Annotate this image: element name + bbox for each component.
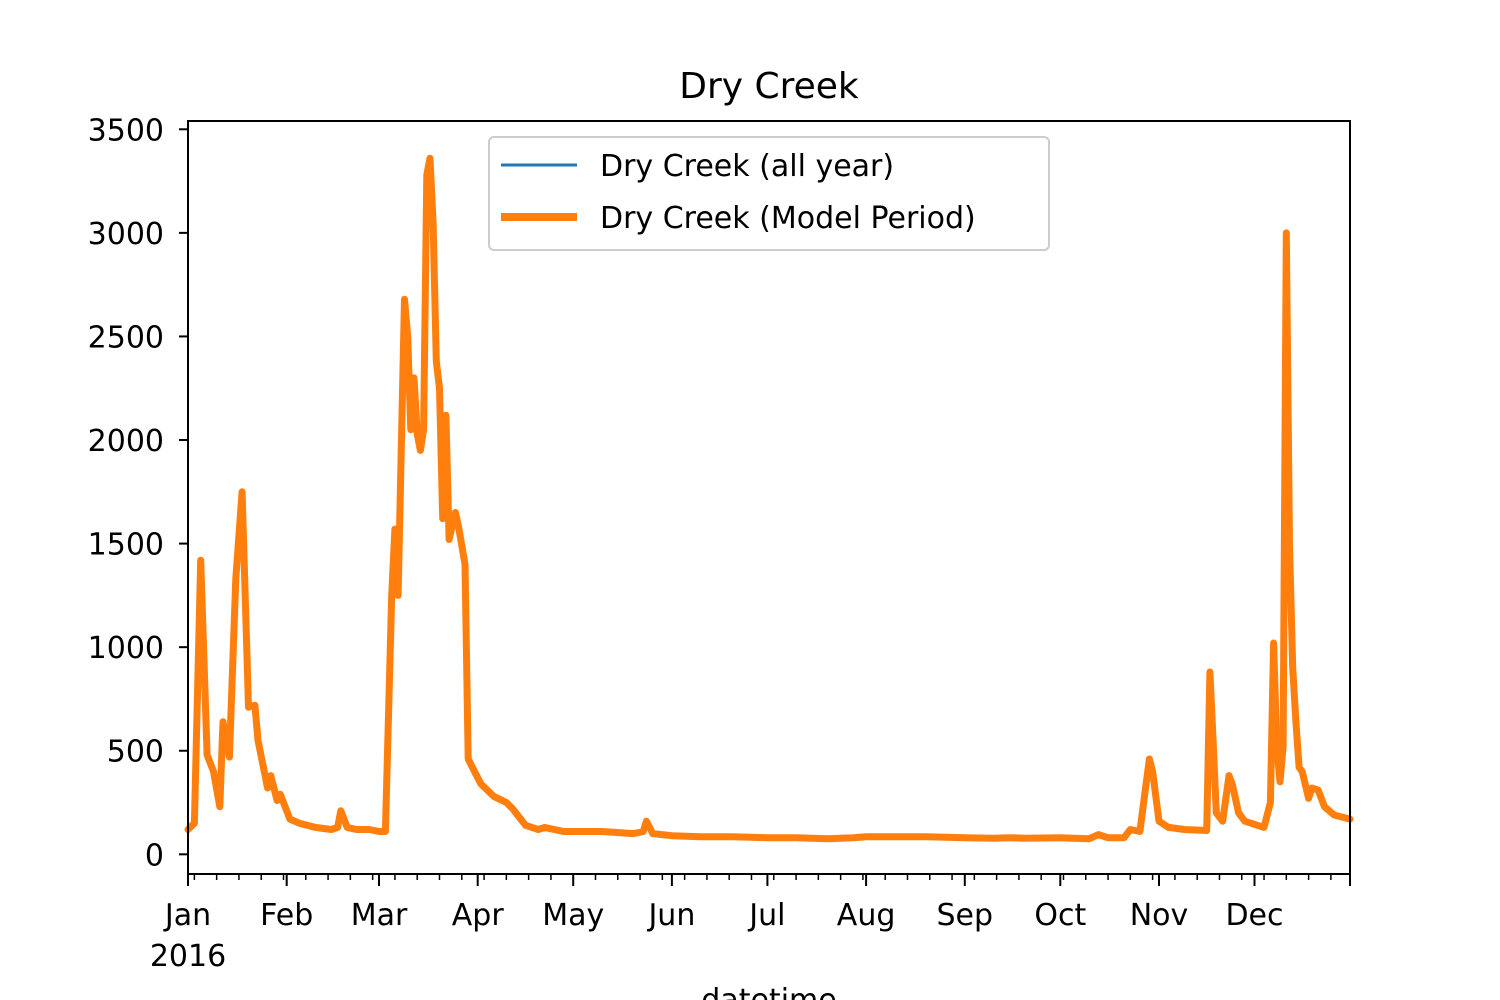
x-tick-label: Mar — [351, 898, 408, 933]
x-axis-label: datetime — [701, 983, 836, 1000]
x-tick-label: Dec — [1225, 898, 1283, 933]
legend-label-model-period: Dry Creek (Model Period) — [600, 201, 976, 236]
series-line-0 — [186, 156, 1352, 841]
plot-area — [184, 154, 1354, 843]
x-tick-label: Feb — [260, 898, 313, 933]
x-tick-label: May — [542, 898, 604, 933]
x-tick-label: Jun — [646, 898, 695, 933]
x-tick-label: Oct — [1034, 898, 1086, 933]
x-tick-label: Aug — [837, 898, 896, 933]
y-tick-label: 3000 — [88, 217, 164, 252]
x-axis: Jan Feb Mar Apr May Jun Jul Aug Sep Oct Nov Dec — [163, 874, 1351, 933]
legend-label-all-year: Dry Creek (all year) — [600, 149, 894, 184]
x-year-label: 2016 — [150, 939, 226, 974]
y-tick-label: 2500 — [88, 320, 164, 355]
y-tick-label: 0 — [145, 838, 164, 873]
plot-frame — [187, 120, 1351, 875]
y-tick-label: 3500 — [88, 113, 164, 148]
x-tick-label: Nov — [1130, 898, 1189, 933]
y-tick-label: 500 — [107, 735, 164, 770]
y-tick-label: 1000 — [88, 631, 164, 666]
x-tick-label: Apr — [452, 898, 505, 933]
legend: Dry Creek (all year) Dry Creek (Model Pe… — [488, 136, 1050, 251]
chart-title: Dry Creek — [679, 66, 859, 107]
y-tick-label: 2000 — [88, 424, 164, 459]
y-axis: 0 500 1000 1500 2000 2500 3000 3500 — [88, 113, 188, 873]
x-tick-label: Jan — [163, 898, 211, 933]
series-line-1 — [184, 154, 1354, 843]
y-tick-label: 1500 — [88, 528, 164, 563]
x-tick-label: Sep — [937, 898, 994, 933]
legend-box — [488, 136, 1050, 251]
x-tick-label: Jul — [747, 898, 785, 933]
